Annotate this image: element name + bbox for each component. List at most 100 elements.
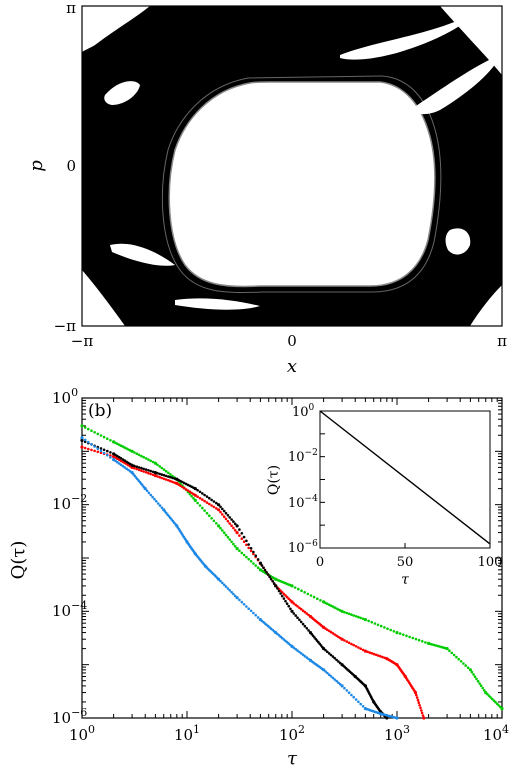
series-2-dot	[203, 493, 206, 497]
series-1-dot	[357, 646, 360, 649]
series-1-dot	[354, 645, 358, 648]
series-0-dot	[247, 557, 250, 561]
inset-ytick-label-1: 10−4	[288, 494, 318, 511]
series-3-dot	[151, 495, 154, 499]
inset-ytick-label-3: 100	[292, 403, 315, 420]
series-3-dot	[292, 646, 296, 650]
series-2-dot	[215, 501, 218, 505]
series-0-dot	[481, 686, 485, 690]
series-0-dot	[169, 473, 172, 476]
series-0-dot	[212, 519, 216, 523]
series-3-dot	[119, 463, 123, 467]
panel-b-ytick-label-1: 10−4	[52, 599, 87, 620]
series-2-dot	[238, 528, 241, 531]
series-0-point	[468, 668, 472, 672]
series-1-dot	[144, 471, 148, 474]
series-0-dot	[464, 664, 468, 667]
series-3-dot	[109, 456, 112, 459]
series-1-dot	[87, 447, 90, 451]
series-2-dot	[245, 539, 248, 543]
series-1-point	[80, 445, 84, 449]
series-3-dot	[233, 594, 237, 598]
series-0-dot	[144, 457, 148, 460]
series-2-dot	[249, 547, 253, 550]
series-1-dot	[343, 639, 346, 642]
series-2-dot	[109, 451, 112, 454]
series-0-dot	[473, 675, 477, 678]
series-3-dot	[298, 650, 301, 654]
series-0-dot	[242, 553, 246, 557]
series-0-dot	[361, 617, 365, 621]
series-3-dot	[156, 502, 160, 505]
series-0-dot	[373, 622, 377, 625]
series-3-dot	[145, 489, 149, 493]
series-0-dot	[347, 612, 351, 616]
series-0-dot	[256, 566, 260, 569]
series-1-dot	[182, 486, 186, 490]
series-2-dot	[277, 589, 281, 593]
series-0-dot	[357, 615, 360, 619]
series-2-dot	[289, 607, 292, 611]
series-3-dot	[327, 673, 331, 676]
series-0-dot	[408, 635, 411, 639]
series-0-dot	[96, 432, 100, 436]
series-1-dot	[83, 446, 87, 450]
series-3-dot	[102, 451, 106, 455]
series-0-dot	[297, 587, 300, 591]
series-2-dot	[149, 469, 152, 473]
series-1-dot	[169, 479, 172, 483]
series-0-dot	[490, 697, 494, 701]
series-2-dot	[269, 577, 273, 581]
series-0-dot	[379, 624, 383, 628]
series-1-point	[363, 649, 367, 653]
series-1-dot	[179, 484, 182, 488]
series-0-dot	[226, 535, 230, 539]
series-2-point	[80, 438, 84, 442]
series-3-dot	[324, 670, 327, 673]
series-2-dot	[151, 470, 155, 474]
panel-a-xlabel: x	[287, 356, 297, 377]
series-2-dot	[230, 518, 233, 521]
panel-b-ytick-labels: 10−6 10−4 10−2 100	[52, 386, 87, 727]
series-0-dot	[316, 597, 319, 600]
series-2-dot	[224, 511, 228, 515]
panel-b-xtick-label-2: 102	[279, 723, 305, 744]
series-1-dot	[219, 510, 222, 514]
series-0-dot	[470, 670, 474, 674]
panel-a-xtick-label-1: 0	[287, 332, 297, 350]
series-1-dot	[381, 655, 384, 659]
series-0-dot	[221, 529, 224, 532]
series-3-dot	[116, 460, 119, 464]
series-3	[80, 436, 399, 720]
series-0-dot	[201, 506, 204, 510]
series-2-dot	[262, 566, 265, 569]
series-3-dot	[347, 691, 351, 694]
series-2-point	[385, 716, 389, 720]
series-3-dot	[301, 653, 305, 657]
series-3-dot	[256, 616, 260, 619]
series-1-dot	[151, 473, 155, 477]
series-3-dot	[245, 605, 248, 608]
series-0-dot	[156, 463, 159, 467]
series-2-dot	[226, 514, 230, 517]
series-2-dot	[205, 495, 209, 498]
series-0-dot	[232, 542, 235, 546]
series-3-dot	[230, 590, 233, 594]
series-1-dot	[196, 495, 199, 499]
panel-b-ylabel: Q(τ)	[8, 541, 29, 580]
series-1-dot	[171, 480, 174, 484]
series-1-dot	[418, 704, 421, 707]
inset-line	[319, 410, 491, 545]
series-0-point	[290, 584, 294, 588]
series-3-dot	[96, 447, 100, 451]
series-0-point	[217, 524, 221, 528]
series-3-dot	[240, 600, 244, 604]
series-2-dot	[299, 620, 303, 624]
series-2-dot	[116, 454, 119, 458]
series-1-dot	[415, 696, 419, 699]
panel-b-xtick-label-0: 100	[69, 723, 95, 744]
series-2-dot	[242, 535, 246, 539]
series-2-dot	[232, 520, 235, 523]
series-1-dot	[167, 479, 170, 482]
